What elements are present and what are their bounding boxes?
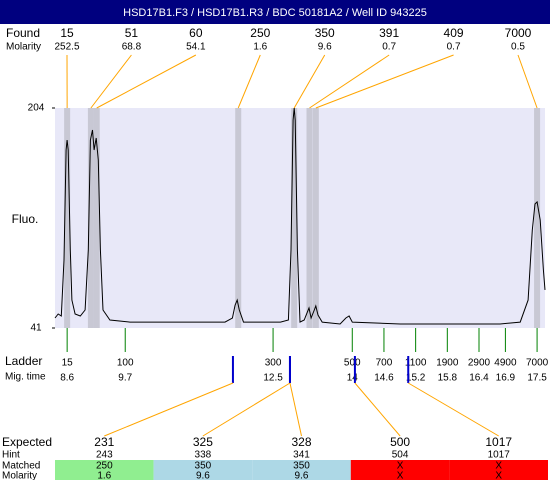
expected-connector xyxy=(202,382,291,437)
expected-size: 231 xyxy=(94,435,114,449)
expected-size: 500 xyxy=(390,435,410,449)
peak-connector xyxy=(90,54,132,109)
ladder-time: 8.6 xyxy=(60,373,74,384)
hint: 338 xyxy=(195,450,212,461)
expected-row-label: Expected xyxy=(2,435,52,449)
ladder-label: Ladder xyxy=(5,354,42,368)
ladder-size: 1900 xyxy=(436,358,459,369)
matched: 350 xyxy=(195,461,212,472)
peak-connector xyxy=(96,54,197,109)
found-size: 7000 xyxy=(505,26,532,40)
mig-time-label: Mig. time xyxy=(5,372,46,383)
expected-size: 325 xyxy=(193,435,213,449)
expected-size: 1017 xyxy=(485,435,512,449)
peak-band xyxy=(87,108,94,328)
peak-connector xyxy=(309,54,390,109)
found-molarity: 0.7 xyxy=(447,42,461,53)
match-cell xyxy=(55,460,154,480)
plot-area xyxy=(55,108,545,328)
ladder-time: 14.6 xyxy=(374,373,394,384)
expected-row-label: Hint xyxy=(2,450,20,461)
found-size: 409 xyxy=(444,26,464,40)
expected-row-label: Matched xyxy=(2,461,40,472)
ladder-size: 1100 xyxy=(405,358,427,369)
expected-molarity: 9.6 xyxy=(295,471,309,480)
peak-band xyxy=(306,108,313,328)
peak-connector xyxy=(237,54,261,109)
title: HSD17B1.F3 / HSD17B1.R3 / BDC 50181A2 / … xyxy=(123,7,427,19)
peak-band xyxy=(93,108,100,328)
expected-connector xyxy=(289,382,302,437)
found-molarity: 54.1 xyxy=(186,42,206,53)
match-cell xyxy=(153,460,253,480)
ladder-time: 12.5 xyxy=(263,373,283,384)
ladder-size: 2900 xyxy=(468,358,491,369)
found-size: 250 xyxy=(250,26,270,40)
y-tick-label: 41 xyxy=(30,323,42,334)
match-cell xyxy=(252,460,351,480)
expected-connector xyxy=(104,382,234,437)
ladder-time: 9.7 xyxy=(118,373,132,384)
y-tick-label: 204 xyxy=(28,103,45,114)
y-label: Fluo. xyxy=(12,212,39,226)
peak-band xyxy=(534,108,541,328)
ladder-time: 14 xyxy=(347,373,359,384)
match-cell xyxy=(350,460,450,480)
matched: X xyxy=(397,461,404,472)
matched: 350 xyxy=(293,461,310,472)
found-molarity: 252.5 xyxy=(54,42,79,53)
expected-row-label: Molarity xyxy=(2,471,37,480)
hint: 243 xyxy=(96,450,113,461)
found-label: Found xyxy=(6,26,40,40)
peak-connector xyxy=(293,54,326,109)
expected-connector xyxy=(354,382,401,437)
peak-connector xyxy=(517,54,538,109)
ladder-time: 17.5 xyxy=(527,373,547,384)
expected-molarity: 1.6 xyxy=(97,471,111,480)
ladder-size: 15 xyxy=(62,358,74,369)
expected-molarity: 9.6 xyxy=(196,471,210,480)
ladder-size: 500 xyxy=(344,358,361,369)
found-size: 60 xyxy=(189,26,203,40)
found-size: 391 xyxy=(379,26,399,40)
found-size: 51 xyxy=(125,26,139,40)
ladder-size: 700 xyxy=(376,358,393,369)
molarity-label: Molarity xyxy=(6,42,41,53)
peak-band xyxy=(291,108,298,328)
hint: 341 xyxy=(293,450,310,461)
ladder-time: 15.2 xyxy=(406,373,426,384)
expected-molarity: X xyxy=(495,471,502,480)
ladder-size: 100 xyxy=(117,358,134,369)
match-cell xyxy=(449,460,548,480)
ladder-size: 300 xyxy=(265,358,282,369)
found-molarity: 68.8 xyxy=(122,42,142,53)
ladder-time: 16.9 xyxy=(496,373,516,384)
ladder-time: 15.8 xyxy=(438,373,458,384)
peak-connector xyxy=(315,54,454,109)
expected-size: 328 xyxy=(291,435,311,449)
found-molarity: 0.7 xyxy=(382,42,396,53)
found-size: 350 xyxy=(315,26,335,40)
found-size: 15 xyxy=(60,26,74,40)
expected-connector xyxy=(407,382,499,437)
hint: 504 xyxy=(392,450,409,461)
peak-band xyxy=(312,108,319,328)
trace xyxy=(54,107,546,325)
peak-band xyxy=(235,108,242,328)
found-molarity: 1.6 xyxy=(253,42,267,53)
matched: 250 xyxy=(96,461,113,472)
peak-band xyxy=(64,108,71,328)
title-bar xyxy=(0,0,550,24)
ladder-time: 16.4 xyxy=(469,373,489,384)
matched: X xyxy=(495,461,502,472)
expected-molarity: X xyxy=(397,471,404,480)
hint: 1017 xyxy=(488,450,511,461)
ladder-size: 4900 xyxy=(494,358,517,369)
found-molarity: 9.6 xyxy=(318,42,332,53)
ladder-size: 7000 xyxy=(526,358,549,369)
found-molarity: 0.5 xyxy=(511,42,525,53)
